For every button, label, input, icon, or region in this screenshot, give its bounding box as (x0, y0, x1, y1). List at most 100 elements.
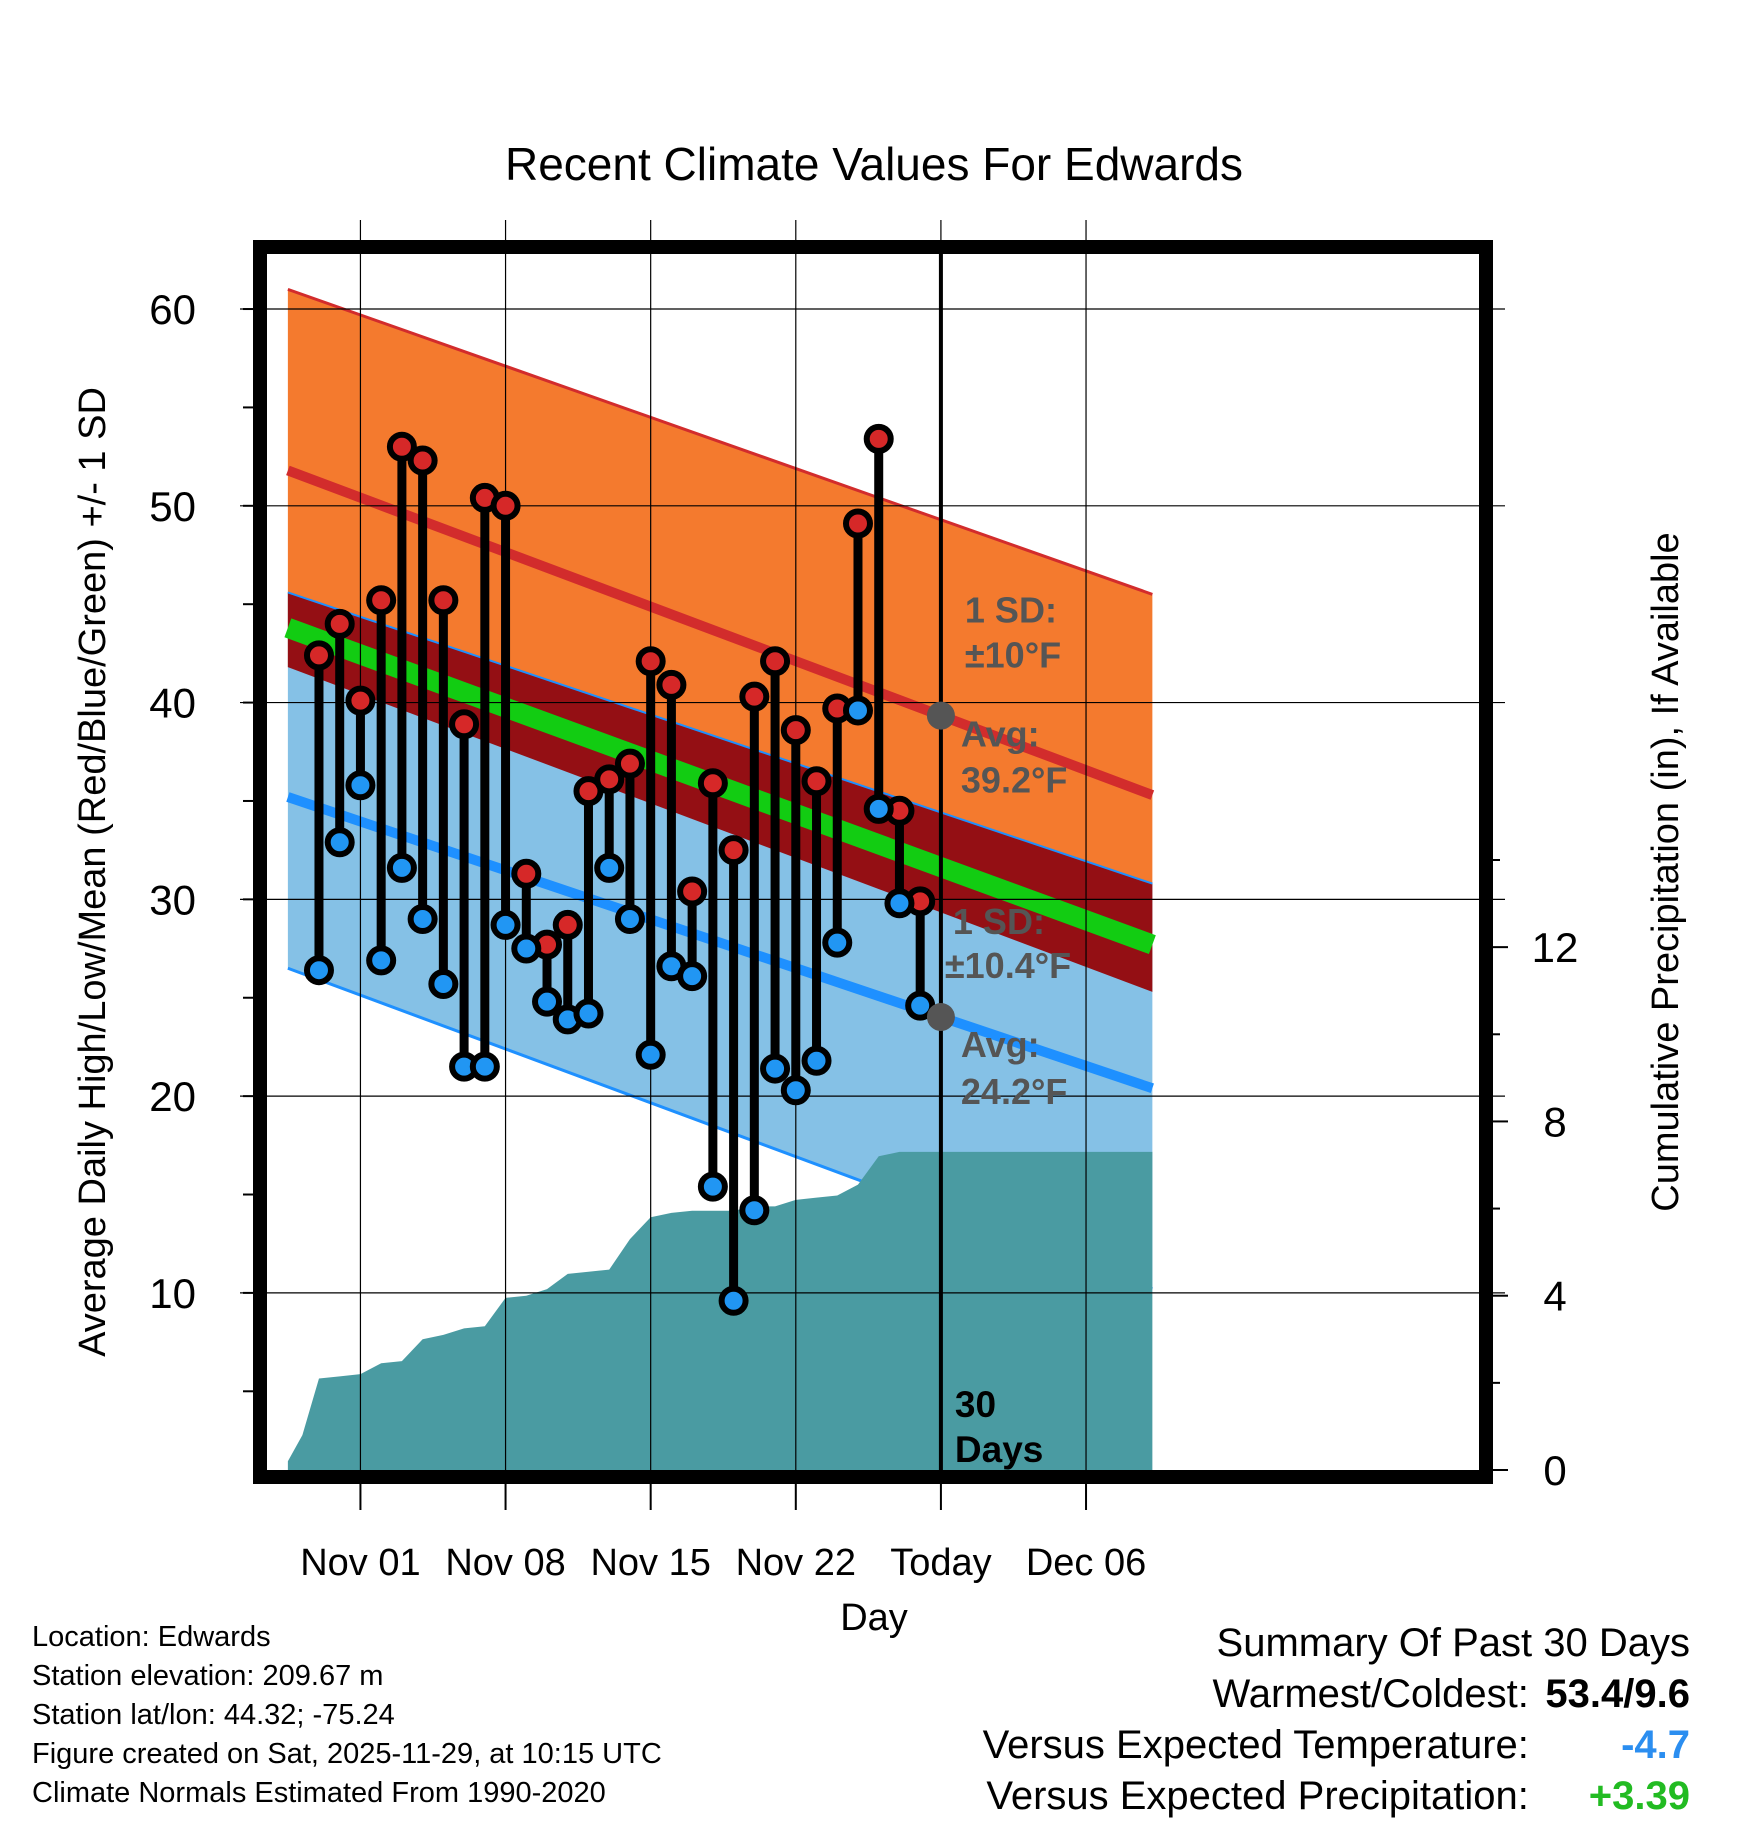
y-tick-label: 30 (149, 876, 196, 923)
daily-high-point (366, 585, 397, 616)
x-tick-label: Nov 08 (445, 1542, 565, 1584)
x-tick-label: Dec 06 (1026, 1542, 1146, 1584)
chart-title: Recent Climate Values For Edwards (505, 138, 1243, 190)
y-tick-label: 60 (149, 286, 196, 333)
daily-low-point (884, 888, 915, 919)
low-avg-label: Avg: (961, 1024, 1040, 1065)
daily-low-point (863, 793, 894, 824)
x-tick-label: Nov 22 (736, 1542, 856, 1584)
high-avg-value: 39.2°F (961, 760, 1067, 801)
high-sd-upper-line (287, 287, 1153, 596)
elevation-text: Station elevation: 209.67 m (32, 1660, 384, 1692)
daily-high-point (863, 423, 894, 454)
warm-cold-label: Warmest/Coldest: (1212, 1672, 1529, 1716)
daily-high-point (324, 608, 355, 639)
daily-low-point (407, 904, 438, 935)
x-tick-label: Today (890, 1542, 991, 1584)
daily-high-point (303, 640, 334, 671)
today-days-unit: Days (955, 1429, 1043, 1470)
daily-high-point (739, 681, 770, 712)
daily-low-point (573, 998, 604, 1029)
low-sd-value: ±10.4°F (945, 945, 1071, 986)
daily-low-point (801, 1045, 832, 1076)
today-avg-low-dot (926, 1003, 955, 1032)
daily-low-point (718, 1285, 749, 1316)
daily-low-point (366, 945, 397, 976)
daily-high-point (760, 646, 791, 677)
summary-panel: Summary Of Past 30 Days Warmest/Coldest:… (983, 1618, 1690, 1822)
daily-low-point (490, 909, 521, 940)
created-text: Figure created on Sat, 2025-11-29, at 10… (32, 1738, 662, 1770)
daily-high-point (718, 835, 749, 866)
daily-low-point (697, 1171, 728, 1202)
daily-high-point (345, 685, 376, 716)
daily-low-point (905, 990, 936, 1021)
daily-low-point (469, 1051, 500, 1082)
daily-high-point (801, 766, 832, 797)
daily-high-point (677, 876, 708, 907)
avg-high-line (286, 465, 1155, 800)
temp-anomaly-label: Versus Expected Temperature: (982, 1723, 1529, 1767)
precip-area (287, 1151, 1153, 1470)
plot-frame (253, 240, 1493, 1484)
daily-low-point (760, 1053, 791, 1084)
low-avg-value: 24.2°F (961, 1071, 1067, 1112)
y2-tick-label: 8 (1543, 1098, 1566, 1145)
normals-text: Climate Normals Estimated From 1990-2020 (32, 1777, 606, 1809)
low-sd-upper-line (287, 591, 1153, 885)
daily-high-point (386, 431, 417, 462)
daily-high-point (842, 508, 873, 539)
daily-low-point (532, 986, 563, 1017)
daily-high-point (407, 445, 438, 476)
high-sd-value: ±10°F (965, 635, 1061, 676)
precip-anomaly-value: +3.39 (1588, 1774, 1690, 1818)
high-avg-label: Avg: (961, 714, 1040, 755)
y2-axis-label: Cumulative Precipitation (in), If Availa… (1645, 532, 1687, 1211)
daily-low-point (780, 1075, 811, 1106)
daily-high-point (780, 715, 811, 746)
daily-low-point (635, 1039, 666, 1070)
daily-high-point (594, 764, 625, 795)
summary-title: Summary Of Past 30 Days (1216, 1621, 1690, 1665)
temp-anomaly-value: -4.7 (1621, 1723, 1690, 1767)
high-sd-label: 1 SD: (965, 590, 1057, 631)
daily-high-point (511, 858, 542, 889)
daily-high-point (449, 709, 480, 740)
daily-low-point (511, 933, 542, 964)
daily-low-point (386, 852, 417, 883)
daily-low-point (739, 1195, 770, 1226)
latlon-text: Station lat/lon: 44.32; -75.24 (32, 1699, 395, 1731)
daily-high-point (552, 909, 583, 940)
daily-low-point (324, 827, 355, 858)
daily-low-point (842, 695, 873, 726)
y-tick-label: 50 (149, 483, 196, 530)
today-days-count: 30 (955, 1384, 996, 1425)
daily-high-point (490, 490, 521, 521)
daily-low-point (614, 904, 645, 935)
low-sd-label: 1 SD: (953, 901, 1045, 942)
daily-low-point (303, 955, 334, 986)
precip-anomaly-label: Versus Expected Precipitation: (986, 1774, 1529, 1818)
daily-high-point (635, 646, 666, 677)
warm-cold-value: 53.4/9.6 (1545, 1672, 1690, 1716)
daily-low-point (345, 770, 376, 801)
y2-tick-label: 0 (1543, 1447, 1566, 1494)
today-avg-high-dot (926, 701, 955, 730)
daily-low-point (594, 852, 625, 883)
y-tick-label: 40 (149, 680, 196, 727)
y-axis-label: Average Daily High/Low/Mean (Red/Blue/Gr… (72, 387, 114, 1357)
y2-tick-label: 12 (1532, 924, 1579, 971)
daily-low-point (428, 968, 459, 999)
daily-high-point (428, 585, 459, 616)
x-tick-label: Nov 01 (300, 1542, 420, 1584)
station-info: Location: Edwards Station elevation: 209… (32, 1618, 662, 1813)
daily-low-point (822, 927, 853, 958)
x-tick-label: Nov 15 (590, 1542, 710, 1584)
y-tick-label: 20 (149, 1073, 196, 1120)
location-text: Location: Edwards (32, 1621, 271, 1653)
daily-high-point (614, 748, 645, 779)
avg-low-line (286, 792, 1154, 1093)
y-tick-label: 10 (149, 1270, 196, 1317)
daily-high-point (697, 768, 728, 799)
